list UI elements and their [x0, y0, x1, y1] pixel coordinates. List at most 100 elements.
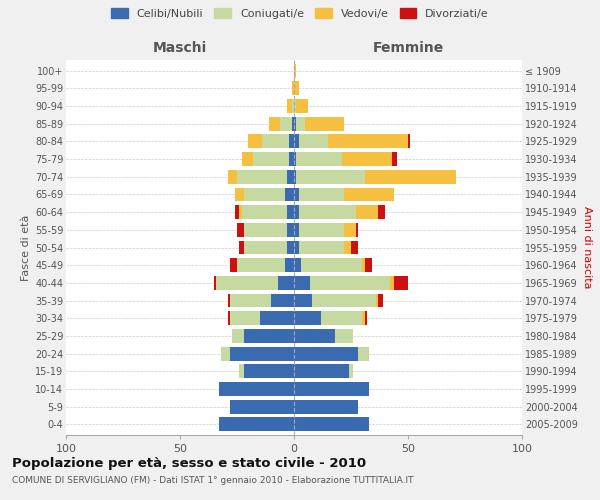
Bar	[294, 205, 299, 219]
Bar	[344, 240, 351, 254]
Bar	[230, 312, 260, 325]
Bar	[280, 117, 292, 130]
Bar	[310, 276, 390, 290]
Bar	[296, 117, 305, 130]
Bar	[299, 205, 356, 219]
Bar	[230, 258, 237, 272]
Bar	[260, 312, 294, 325]
Bar	[392, 152, 397, 166]
Bar	[232, 329, 244, 343]
Bar	[221, 346, 230, 360]
Bar	[365, 312, 367, 325]
Bar	[294, 188, 299, 202]
Bar	[362, 258, 365, 272]
Bar	[230, 400, 294, 413]
Bar	[349, 364, 353, 378]
Bar	[299, 223, 344, 236]
Bar	[294, 170, 296, 183]
Bar	[235, 205, 239, 219]
Bar	[278, 276, 294, 290]
Bar	[294, 117, 296, 130]
Bar	[390, 276, 394, 290]
Bar	[219, 418, 294, 432]
Y-axis label: Fasce di età: Fasce di età	[20, 214, 31, 280]
Bar	[379, 294, 383, 308]
Bar	[358, 346, 369, 360]
Bar	[228, 312, 230, 325]
Bar	[408, 134, 410, 148]
Bar	[322, 312, 362, 325]
Bar	[287, 170, 294, 183]
Bar	[244, 223, 287, 236]
Bar	[262, 134, 289, 148]
Bar	[292, 82, 294, 95]
Bar	[305, 117, 344, 130]
Bar	[294, 99, 296, 113]
Bar	[342, 152, 392, 166]
Bar	[242, 205, 287, 219]
Bar	[230, 294, 271, 308]
Bar	[312, 294, 376, 308]
Bar	[248, 134, 262, 148]
Bar	[292, 99, 294, 113]
Bar	[356, 223, 358, 236]
Bar	[294, 134, 299, 148]
Bar	[242, 152, 253, 166]
Bar	[294, 418, 369, 432]
Bar	[294, 223, 299, 236]
Bar	[376, 294, 379, 308]
Bar	[299, 134, 328, 148]
Bar	[328, 134, 408, 148]
Bar	[287, 99, 292, 113]
Bar	[289, 152, 294, 166]
Bar	[299, 188, 344, 202]
Bar	[237, 170, 287, 183]
Bar	[287, 223, 294, 236]
Bar	[214, 276, 217, 290]
Bar	[237, 258, 285, 272]
Bar	[365, 170, 456, 183]
Bar	[292, 117, 294, 130]
Bar	[294, 258, 301, 272]
Bar	[285, 188, 294, 202]
Bar	[289, 134, 294, 148]
Bar	[294, 382, 369, 396]
Bar	[244, 188, 285, 202]
Bar	[296, 170, 365, 183]
Bar	[239, 240, 244, 254]
Bar	[379, 205, 385, 219]
Bar	[294, 64, 296, 78]
Bar	[356, 205, 379, 219]
Bar	[239, 364, 244, 378]
Bar	[351, 240, 358, 254]
Text: Femmine: Femmine	[373, 40, 443, 54]
Bar	[294, 364, 349, 378]
Bar	[244, 240, 287, 254]
Bar	[235, 188, 244, 202]
Bar	[344, 223, 356, 236]
Bar	[335, 329, 353, 343]
Bar	[253, 152, 289, 166]
Text: Maschi: Maschi	[153, 40, 207, 54]
Bar	[362, 312, 365, 325]
Bar	[294, 152, 296, 166]
Bar	[294, 82, 299, 95]
Bar	[228, 170, 237, 183]
Bar	[217, 276, 278, 290]
Bar	[301, 258, 362, 272]
Y-axis label: Anni di nascita: Anni di nascita	[581, 206, 592, 289]
Bar	[394, 276, 408, 290]
Bar	[299, 240, 344, 254]
Bar	[294, 400, 358, 413]
Bar	[294, 346, 358, 360]
Bar	[239, 205, 242, 219]
Bar	[287, 205, 294, 219]
Legend: Celibi/Nubili, Coniugati/e, Vedovi/e, Divorziati/e: Celibi/Nubili, Coniugati/e, Vedovi/e, Di…	[111, 8, 489, 19]
Text: COMUNE DI SERVIGLIANO (FM) - Dati ISTAT 1° gennaio 2010 - Elaborazione TUTTITALI: COMUNE DI SERVIGLIANO (FM) - Dati ISTAT …	[12, 476, 413, 485]
Bar	[294, 312, 322, 325]
Bar	[294, 276, 310, 290]
Bar	[294, 240, 299, 254]
Bar	[365, 258, 371, 272]
Bar	[244, 364, 294, 378]
Bar	[285, 258, 294, 272]
